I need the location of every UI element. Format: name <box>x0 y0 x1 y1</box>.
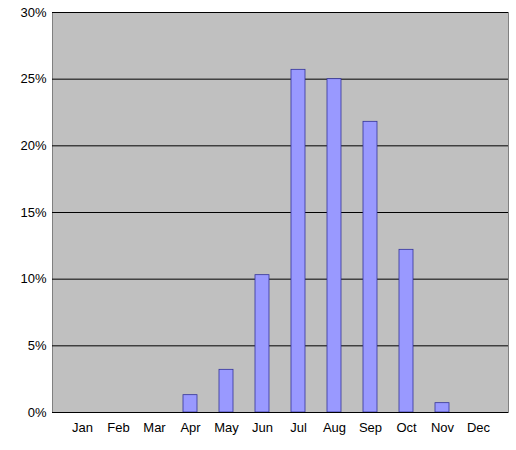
svg-text:Sep: Sep <box>359 420 382 435</box>
svg-text:May: May <box>214 420 239 435</box>
svg-text:30%: 30% <box>20 5 46 20</box>
svg-text:Jul: Jul <box>290 420 307 435</box>
svg-text:5%: 5% <box>28 338 47 353</box>
svg-text:Apr: Apr <box>180 420 201 435</box>
svg-text:15%: 15% <box>20 205 46 220</box>
svg-text:Dec: Dec <box>467 420 491 435</box>
svg-text:Aug: Aug <box>323 420 346 435</box>
svg-text:Jan: Jan <box>72 420 93 435</box>
svg-text:20%: 20% <box>20 138 46 153</box>
svg-text:Feb: Feb <box>107 420 129 435</box>
svg-text:Jun: Jun <box>252 420 273 435</box>
svg-text:0%: 0% <box>28 405 47 420</box>
svg-text:25%: 25% <box>20 71 46 86</box>
svg-text:10%: 10% <box>20 271 46 286</box>
svg-text:Mar: Mar <box>143 420 166 435</box>
svg-text:Nov: Nov <box>431 420 455 435</box>
svg-text:Oct: Oct <box>396 420 417 435</box>
